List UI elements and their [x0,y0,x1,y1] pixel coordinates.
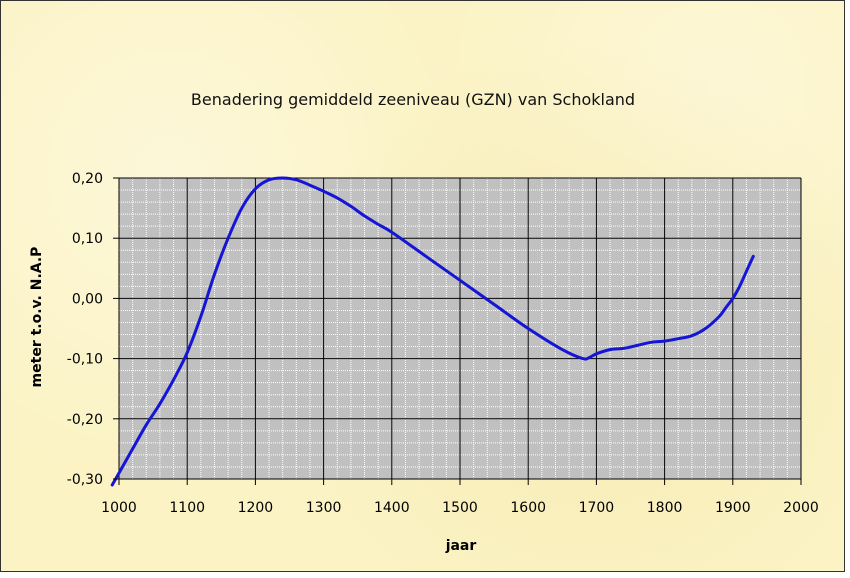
x-tick-label: 1400 [374,500,410,516]
y-tick-label: 0,00 [72,291,103,307]
chart-title: Benadering gemiddeld zeeniveau (GZN) van… [191,90,635,109]
x-tick-label: 2000 [783,500,819,516]
x-tick-label: 1600 [510,500,546,516]
x-tick-label: 1500 [442,500,478,516]
x-tick-label: 1300 [306,500,342,516]
series-line-zeeniveau [110,176,755,487]
x-tick-label: 1100 [169,500,205,516]
y-tick-label: 0,10 [72,231,103,247]
x-tick-label: 1900 [715,500,751,516]
x-tick-label: 1000 [101,500,137,516]
y-tick-label: 0,20 [72,171,103,187]
x-tick-label: 1800 [647,500,683,516]
y-tick-label: -0,30 [67,472,103,488]
x-tick-label: 1200 [238,500,274,516]
x-axis-label: jaar [445,538,477,554]
y-tick-label: -0,10 [67,352,103,368]
x-tick-label: 1700 [579,500,615,516]
y-tick-label: -0,20 [67,412,103,428]
y-axis-label: meter t.o.v. N.A.P [29,247,45,388]
